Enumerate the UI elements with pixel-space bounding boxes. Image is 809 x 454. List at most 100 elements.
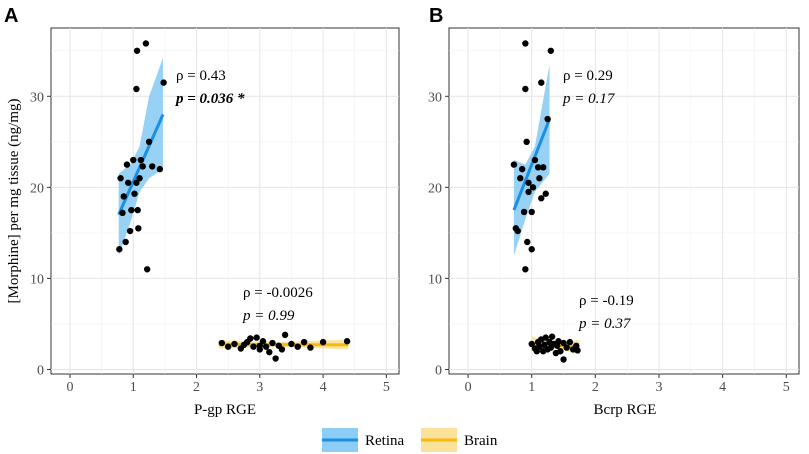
panel-b-retina-point <box>514 227 521 235</box>
legend-retina-label: Retina <box>365 433 404 449</box>
panel-a-retina-point <box>143 266 151 273</box>
panel-b-brain-p: p = 0.37 <box>578 316 632 332</box>
panel-b-x-ticks: 0 1 2 3 4 5 <box>465 374 790 395</box>
panel-a-brain-point <box>259 338 267 345</box>
panel-a-y-tick-label: 20 <box>30 181 44 196</box>
panel-b-brain-point <box>574 347 581 354</box>
panel-a-x-tick-label: 1 <box>130 380 137 395</box>
panel-b-retina-point <box>525 188 532 196</box>
panel-b-x-tick-label: 4 <box>719 380 726 395</box>
panel-a-retina-point <box>133 85 140 93</box>
panel-a-x-tick-label: 5 <box>383 380 390 395</box>
panel-b-brain-point <box>528 340 535 348</box>
panel-a-retina-point <box>133 47 141 54</box>
panel-b-retina-point <box>510 161 518 168</box>
panel-b-x-tick-label: 0 <box>465 380 472 395</box>
panel-b-brain-point <box>557 348 564 355</box>
panel-a-y-axis-label: [Morphine] per mg tissue (ng/mg) <box>6 99 22 304</box>
panel-a-brain-point <box>307 344 314 351</box>
panel-a-retina-point <box>160 79 167 86</box>
panel-a-retina-p: p = 0.036 * <box>174 91 245 107</box>
panel-a-retina-point <box>137 156 145 164</box>
panel-a-brain-point <box>319 338 327 346</box>
panel-a-x-tick-label: 2 <box>193 380 200 395</box>
panel-a-x-tick-label: 4 <box>320 380 327 395</box>
panel-b-x-tick-label: 2 <box>592 380 599 395</box>
panel-b-x-tick-label: 1 <box>528 380 535 395</box>
panel-a-retina-point <box>117 175 124 182</box>
panel-b-retina-point <box>522 266 529 273</box>
panel-a-brain-point <box>278 346 286 353</box>
legend-brain-label: Brain <box>464 433 498 449</box>
panel-a-retina-point <box>134 206 141 214</box>
panel-b-retina-point <box>520 208 528 216</box>
panel-a-points <box>116 40 351 362</box>
panel-a-brain-point <box>240 341 248 349</box>
panel-a-brain-point <box>272 355 279 362</box>
panel-a-brain-point <box>247 335 254 342</box>
panel-b-brain-point <box>560 356 567 363</box>
panel-b-plot-area <box>448 27 800 375</box>
panel-a-retina-point <box>126 227 134 235</box>
panel-a-grid <box>51 28 399 374</box>
panel-b-label: B <box>429 5 443 27</box>
panel-a-retina-point <box>131 190 138 197</box>
panel-b-retina-point <box>547 47 555 54</box>
panel-b-retina-fit-line <box>512 118 551 211</box>
panel-b-retina-point <box>536 175 543 182</box>
panel-a-x-ticks: 0 1 2 3 4 5 <box>66 374 390 395</box>
panel-a-retina-point <box>120 193 127 200</box>
panel-b-retina-p: p = 0.17 <box>562 91 616 107</box>
panel-b-retina-point <box>544 115 551 123</box>
panel-b-brain-point <box>541 341 548 349</box>
panel-a-retina-point <box>139 163 146 170</box>
panel-b-brain-point <box>566 338 574 346</box>
panel-b-retina-point <box>522 40 529 47</box>
panel-b-grid <box>449 28 799 374</box>
panel-a-retina-point <box>123 161 131 168</box>
panel-a-brain-point <box>343 338 351 345</box>
panel-b-retina-point <box>528 208 535 216</box>
panel-a-y-tick-label: 30 <box>30 90 44 105</box>
panel-b-y-tick-label: 10 <box>428 272 442 287</box>
panel-a-brain-point <box>224 343 232 350</box>
panel-b-retina-point <box>542 190 549 197</box>
panel-a-brain-point <box>262 343 270 350</box>
panel-a-retina-point <box>156 165 164 173</box>
panel-a-plot-area <box>50 27 400 375</box>
panel-b-retina-point <box>523 138 530 146</box>
panel-b-retina-point <box>531 156 539 164</box>
panel-a-retina-point <box>124 179 132 186</box>
panel-a-brain-point <box>231 340 238 348</box>
panel-a-brain-rho: ρ = -0.0026 <box>243 285 313 301</box>
panel-b: B 0 1 2 3 4 5 0 10 20 30 Bcrp RGE ρ = 0.29 p = 0… <box>428 5 800 418</box>
panel-a-brain-point <box>281 331 289 339</box>
panel-b-retina-point <box>525 179 532 186</box>
panel-b-retina-point <box>534 164 542 171</box>
panel-a-retina-point <box>136 175 143 182</box>
panel-b-brain-point <box>563 344 570 351</box>
panel-b-retina-point <box>518 165 526 173</box>
panel-a-brain-point <box>300 338 308 346</box>
panel-b-y-tick-label: 30 <box>428 90 442 105</box>
panel-a-y-ticks: 0 10 20 30 <box>30 90 51 378</box>
panel-a-retina-point <box>145 138 153 146</box>
panel-a-x-tick-label: 0 <box>66 380 73 395</box>
panel-b-retina-point <box>528 246 535 253</box>
panel-b-retina-point <box>539 164 547 171</box>
panel-a-brain-point <box>253 334 260 341</box>
panel-b-retina-point <box>538 79 545 86</box>
legend: Retina Brain <box>322 428 498 452</box>
panel-a-retina-point <box>122 238 129 246</box>
panel-a-brain-p: p = 0.99 <box>242 308 295 324</box>
panel-a-y-tick-label: 0 <box>37 363 44 378</box>
panel-b-retina-point <box>529 184 537 191</box>
panel-a-retina-point <box>142 40 150 47</box>
panel-b-brain-point <box>542 334 549 341</box>
panel-b-brain-point <box>548 333 556 340</box>
panel-a: A 0 1 2 3 4 5 0 10 20 30 P-gp RGE [Morphine] per… <box>4 5 400 418</box>
panel-a-y-tick-label: 10 <box>30 272 44 287</box>
panel-a-brain-point <box>294 343 301 350</box>
panel-a-retina-point <box>133 179 140 186</box>
